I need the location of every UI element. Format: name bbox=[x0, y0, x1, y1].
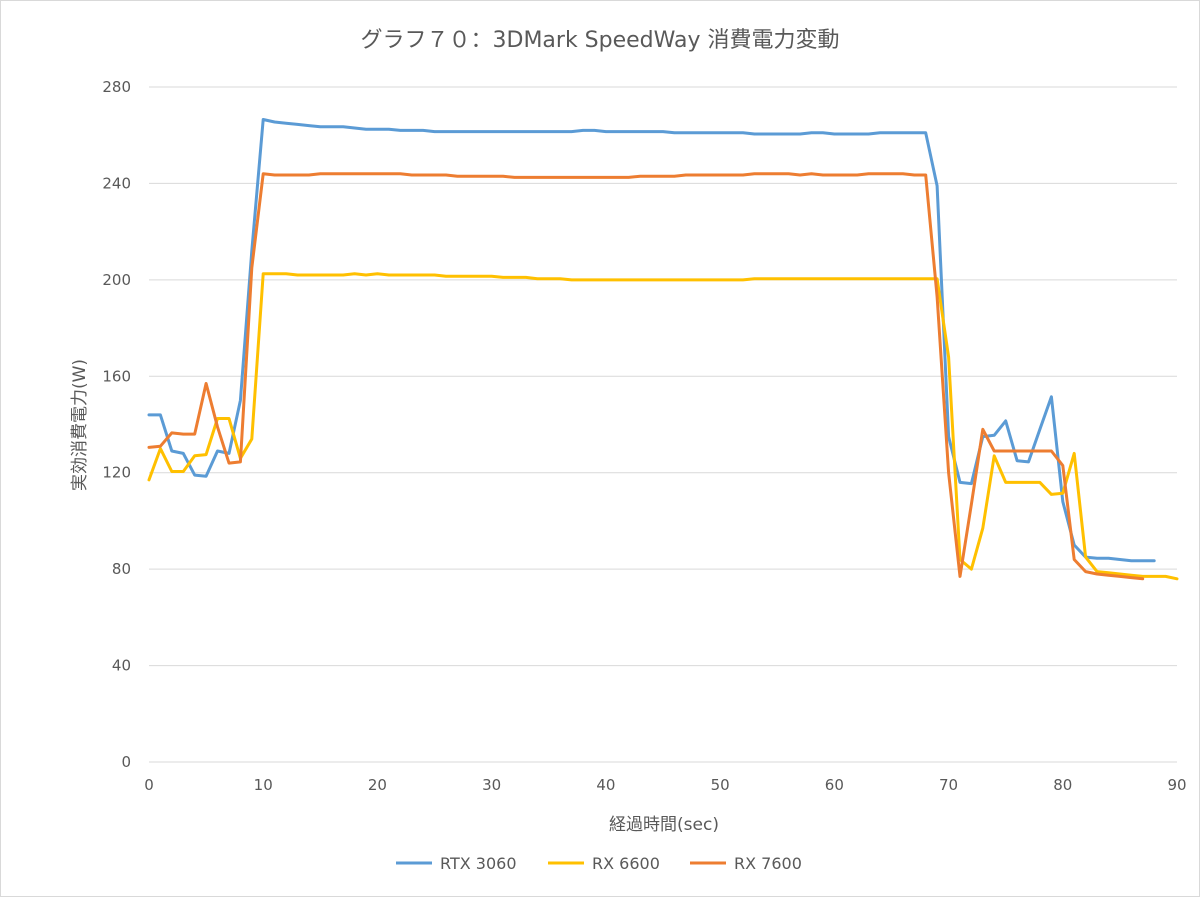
legend-item-rx-6600: RX 6600 bbox=[548, 854, 660, 873]
legend-label: RX 7600 bbox=[734, 854, 802, 873]
x-tick-label: 70 bbox=[939, 776, 958, 794]
series-line-rx-7600 bbox=[147, 172, 1145, 581]
series-line-rx-6600 bbox=[147, 272, 1179, 581]
y-axis-label: 実効消費電力(W) bbox=[70, 359, 90, 491]
y-tick-label: 240 bbox=[102, 174, 131, 192]
gridlines bbox=[149, 86, 1177, 763]
y-tick-label: 160 bbox=[102, 367, 131, 385]
series-lines bbox=[147, 118, 1179, 581]
x-tick-label: 60 bbox=[825, 776, 844, 794]
legend-label: RX 6600 bbox=[592, 854, 660, 873]
x-tick-label: 20 bbox=[368, 776, 387, 794]
y-tick-label: 80 bbox=[112, 560, 131, 578]
x-tick-label: 30 bbox=[482, 776, 501, 794]
x-axis-ticks: 0 10 20 30 40 50 60 70 80 90 bbox=[144, 776, 1186, 794]
legend-item-rx-7600: RX 7600 bbox=[690, 854, 802, 873]
y-axis-ticks: 0 40 80 120 160 200 240 280 bbox=[102, 78, 131, 771]
series-line-rtx-3060 bbox=[147, 118, 1156, 563]
x-tick-label: 90 bbox=[1167, 776, 1186, 794]
y-tick-label: 200 bbox=[102, 271, 131, 289]
x-tick-label: 40 bbox=[596, 776, 615, 794]
x-axis-label: 経過時間(sec) bbox=[609, 815, 719, 835]
legend: RTX 3060 RX 6600 RX 7600 bbox=[396, 854, 802, 873]
y-tick-label: 280 bbox=[102, 78, 131, 96]
x-tick-label: 50 bbox=[711, 776, 730, 794]
x-tick-label: 80 bbox=[1053, 776, 1072, 794]
chart-title: グラフ７０：3DMark SpeedWay 消費電力変動 bbox=[361, 28, 840, 53]
legend-item-rtx-3060: RTX 3060 bbox=[396, 854, 517, 873]
y-tick-label: 40 bbox=[112, 657, 131, 675]
x-tick-label: 10 bbox=[254, 776, 273, 794]
y-tick-label: 0 bbox=[121, 753, 131, 771]
x-tick-label: 0 bbox=[144, 776, 154, 794]
legend-label: RTX 3060 bbox=[440, 854, 517, 873]
y-tick-label: 120 bbox=[102, 464, 131, 482]
